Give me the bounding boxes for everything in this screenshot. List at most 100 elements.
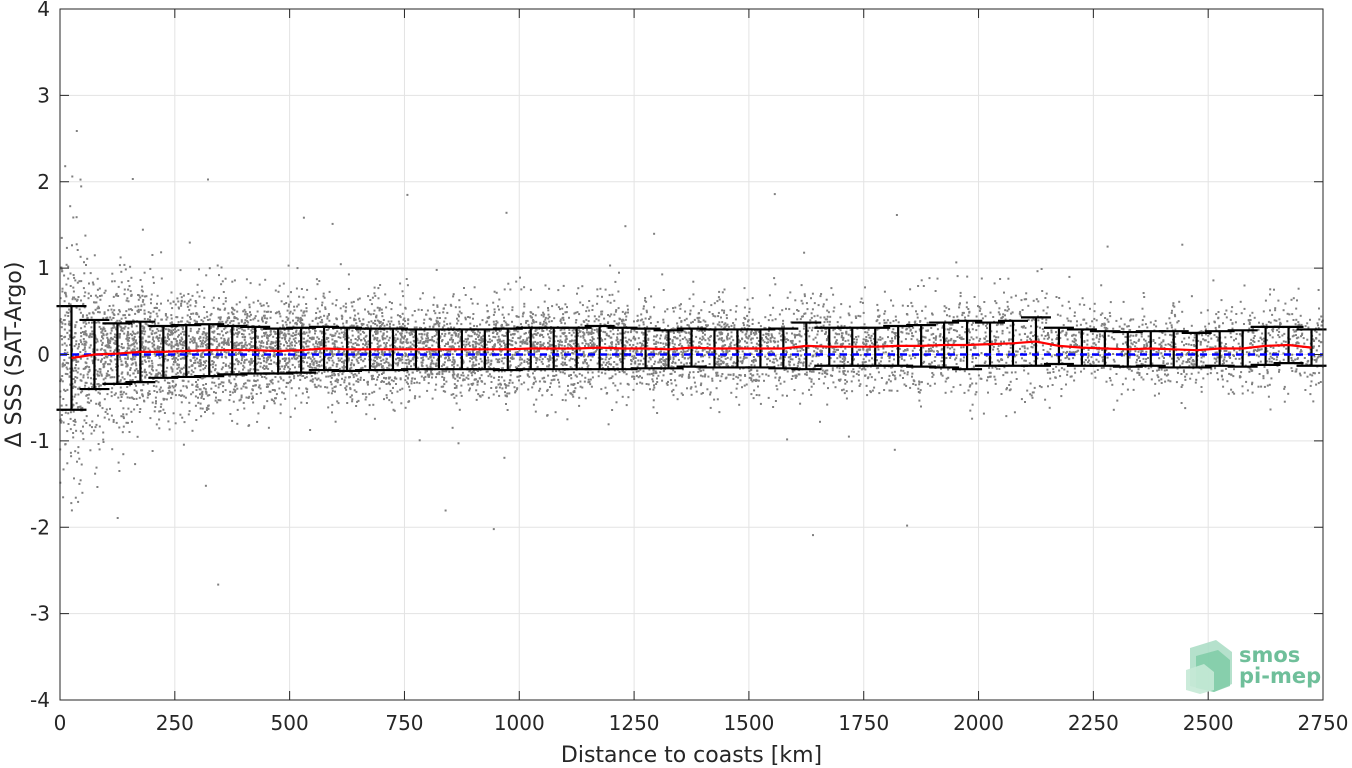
scatter-point-4512 [536,365,539,368]
scatter-point-2224 [273,351,276,354]
scatter-point-1942 [224,342,227,345]
scatter-point-659 [108,363,111,366]
scatter-point-37 [77,446,80,449]
scatter-point-1930 [236,422,239,425]
scatter-point-3938 [467,316,470,318]
scatter-point-334 [98,311,101,314]
scatter-point-2266 [270,398,273,401]
scatter-point-1256 [181,338,184,341]
scatter-point-2795 [331,364,334,367]
scatter-point-2993 [354,338,357,340]
scatter-point-4100 [482,345,485,348]
scatter-point-2753 [319,355,322,358]
scatter-point-3738 [433,296,436,299]
scatter-point-1391 [180,320,183,323]
scatter-point-3310 [384,343,387,346]
scatter-point-644 [120,390,123,393]
scatter-point-1533 [211,299,214,302]
scatter-point-979 [141,394,144,396]
scatter-point-3343 [392,386,394,389]
scatter-point-916 [132,332,135,335]
scatter-point-2329 [278,312,281,315]
scatter-point-229 [68,302,70,305]
scatter-point-3636 [411,333,414,336]
scatter-point-4714 [555,335,558,338]
scatter-point-1027 [170,314,173,317]
scatter-point-4631 [545,328,548,331]
scatter-point-2569 [292,319,294,322]
scatter-point-4391 [539,343,542,346]
scatter-point-2704 [311,380,314,383]
scatter-point-3473 [419,341,422,344]
scatter-point-3560 [420,357,423,360]
scatter-point-4483 [526,360,529,363]
scatter-point-250 [61,287,64,290]
scatter-point-2307 [266,341,268,344]
scatter-point-3995 [453,366,455,369]
scatter-point-2336 [266,383,269,386]
scatter-point-4906 [605,334,608,337]
scatter-point-1696 [208,267,211,270]
scatter-point-1390 [187,380,190,383]
scatter-point-2007 [261,375,263,378]
scatter-point-2852 [347,336,350,339]
scatter-point-2731 [317,377,320,380]
scatter-point-126 [79,430,82,433]
scatter-point-2590 [293,354,295,357]
scatter-point-4373 [495,320,498,323]
scatter-point-1965 [252,336,255,339]
scatter-point-2432 [292,338,295,341]
scatter-point-1463 [174,357,177,360]
scatter-point-3788 [435,376,437,379]
scatter-point-2920 [341,360,343,363]
scatter-point-96 [60,236,63,239]
scatter-point-2557 [302,351,305,354]
scatter-point-1659 [200,343,203,346]
scatter-point-3798 [431,373,434,376]
scatter-point-606 [125,392,128,395]
scatter-point-2304 [280,352,283,355]
scatter-point-3241 [388,301,391,303]
scatter-point-1664 [196,361,199,364]
scatter-point-4792 [587,371,590,374]
scatter-point-1684 [210,370,213,373]
scatter-point-2042 [243,382,246,385]
scatter-point-2792 [331,353,334,356]
scatter-point-1677 [213,330,216,333]
scatter-point-2534 [308,340,311,343]
scatter-point-4095 [476,353,479,356]
scatter-point-1199 [168,382,171,385]
scatter-point-1771 [226,371,229,374]
scatter-point-2043 [247,327,250,330]
scatter-point-821 [150,302,152,305]
scatter-point-164 [60,326,63,329]
scatter-point-1517 [200,415,203,418]
scatter-point-2159 [243,338,246,341]
scatter-point-3873 [458,376,461,379]
scatter-point-2054 [248,342,251,345]
scatter-point-658 [113,393,116,396]
scatter-point-1099 [160,338,163,341]
scatter-point-2618 [314,297,317,300]
scatter-point-1244 [151,329,154,332]
scatter-point-1234 [164,342,167,345]
scatter-point-2928 [355,405,358,407]
scatter-point-539 [111,326,114,329]
scatter-point-552 [112,420,115,423]
scatter-point-3589 [424,375,427,378]
scatter-point-923 [141,285,144,288]
scatter-point-228 [81,390,84,393]
scatter-point-3624 [416,381,418,384]
scatter-point-2337 [288,360,291,363]
scatter-point-223 [77,500,80,503]
scatter-point-385 [102,441,105,443]
scatter-point-1231 [166,381,169,384]
scatter-point-4440 [518,337,521,340]
scatter-point-654 [126,336,129,339]
scatter-point-4110 [492,350,494,353]
scatter-point-3194 [372,365,375,368]
scatter-point-4616 [542,344,544,347]
scatter-point-3613 [421,356,424,359]
scatter-point-1021 [169,386,172,389]
scatter-point-2431 [293,375,296,378]
